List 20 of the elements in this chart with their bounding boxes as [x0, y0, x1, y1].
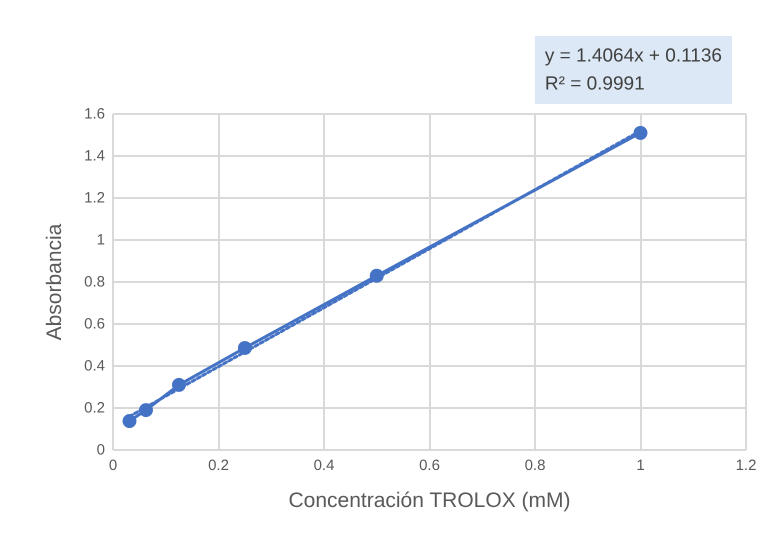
x-tick-label: 0.6	[419, 457, 440, 474]
x-tick-label: 0.8	[524, 457, 546, 474]
x-tick-label: 1.2	[736, 457, 756, 474]
y-tick-label: 0.2	[84, 400, 105, 416]
y-tick-label: 1.6	[84, 106, 105, 122]
y-tick-label: 1.4	[84, 148, 105, 164]
y-tick-label: 0.4	[84, 358, 105, 374]
text: y = 1.4064x + 0.1136 R² = 0.9991	[544, 46, 722, 94]
x-tick-label: 0	[108, 457, 118, 474]
x-tick-label: 1	[636, 457, 645, 474]
y-tick-label: 1	[96, 232, 105, 248]
x-tick-label: 0.4	[314, 457, 334, 474]
y-axis-title: Absorbancia	[43, 223, 66, 340]
x-tick-label: 0.2	[208, 457, 229, 474]
point	[122, 414, 136, 428]
y-tick-label: 1.2	[84, 190, 105, 206]
y-tick-label: 0.8	[84, 274, 105, 290]
x-axis-title: Concentración TROLOX (mM)	[288, 489, 571, 512]
y-tick-label: 0.6	[84, 316, 105, 332]
y-tick-label: 0	[96, 442, 105, 458]
